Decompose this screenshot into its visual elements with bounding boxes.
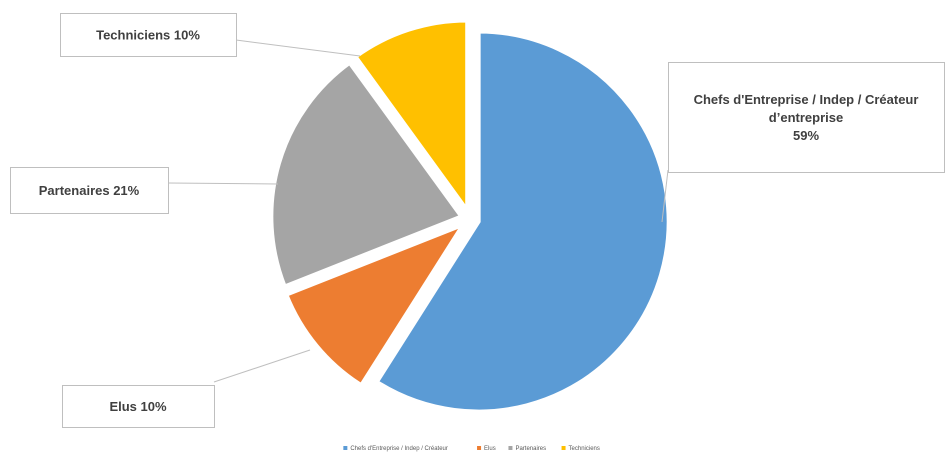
legend-label-elus: Elus [484,446,496,452]
legend: Chefs d'Entreprise / Indep / Créateur Elu… [343,446,600,452]
callout-box [62,385,215,428]
legend-label-partenaires: Partenaires [515,446,546,452]
leader-line-chefs-d-entreprise-indep-createur [661,169,669,223]
leader-line-techniciens [235,39,361,57]
legend-swatch-partenaires [508,446,513,450]
callout-chefs-d-entreprise-indep-createur: Chefs d'Entreprise / Indep / Créateur d’e… [668,62,945,173]
data-label-elus-line-1: Elus 10% [109,399,167,414]
data-label-techniciens-line-1: Techniciens 10% [96,28,200,43]
pie-slices [269,18,671,414]
data-label-chefs-d-entreprise-indep-createur-line-3: 59% [793,128,819,143]
legend-swatch-chefs-d-entreprise-indep-createur [343,446,348,450]
data-label-callouts: Chefs d'Entreprise / Indep / Créateur d’e… [10,13,945,428]
legend-label-chefs-d-entreprise-indep-createur: Chefs d'Entreprise / Indep / Créateur [350,446,448,452]
callout-box [668,62,945,173]
pie-slice-partenaires [269,59,465,290]
leader-line-partenaires [167,182,279,185]
legend-swatch-techniciens [561,446,566,450]
callout-elus: Elus 10% [62,385,215,428]
data-label-partenaires-line-1: Partenaires 21% [39,183,140,198]
pie-slice-elus [283,220,469,388]
pie-slice-chefs-d-entreprise-indep-createur [374,29,671,414]
leader-line-elus [213,349,311,383]
pie-slice-techniciens [352,18,470,217]
callout-partenaires: Partenaires 21% [10,167,169,214]
callout-box [60,13,237,57]
leader-lines [167,39,669,383]
legend-swatch-elus [477,446,482,450]
data-label-chefs-d-entreprise-indep-createur-line-2: d’entreprise [769,110,843,125]
callout-techniciens: Techniciens 10% [60,13,237,57]
data-label-chefs-d-entreprise-indep-createur-line-1: Chefs d'Entreprise / Indep / Créateur [694,92,919,107]
callout-box [10,167,169,214]
legend-label-techniciens: Techniciens [569,446,600,452]
